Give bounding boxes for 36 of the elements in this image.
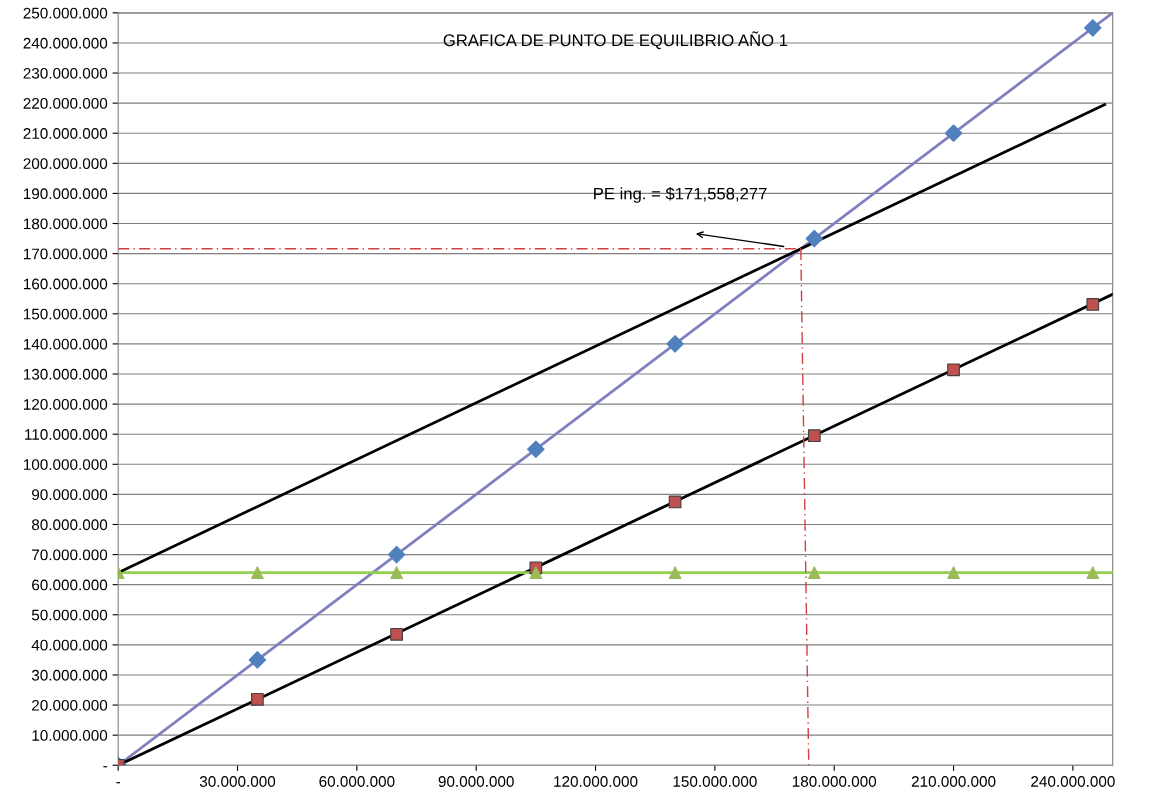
y-tick-label: 210.000.000: [23, 128, 108, 139]
y-tick-label: 160.000.000: [23, 278, 108, 290]
x-tick-label: 30.000.000: [199, 776, 276, 787]
x-tick-label: 240.000.000: [1031, 776, 1115, 787]
y-tick-label: 230.000.000: [23, 67, 108, 79]
y-tick-label: 80.000.000: [31, 519, 108, 531]
y-tick-label: 250.000.000: [23, 7, 108, 19]
x-tick-label: 60.000.000: [319, 776, 395, 787]
y-tick-label: 140.000.000: [23, 338, 108, 350]
x-tick-label: 150.000.000: [673, 776, 757, 787]
y-tick-label: 20.000.000: [32, 699, 108, 711]
x-tick-label: 210.000.000: [911, 776, 996, 787]
y-tick-label: 120.000.000: [23, 398, 108, 410]
y-tick-label: 60.000.000: [32, 579, 108, 591]
annotation: PE ing. = $171,558,277: [594, 187, 767, 203]
y-tick-label: 200.000.000: [23, 158, 108, 170]
x-tick-label: 180.000.000: [792, 776, 877, 787]
y-tick-label: 170.000.000: [23, 248, 108, 260]
text: GRAFICA DE PUNTO DE EQUILIBRIO AÑO 1: [443, 31, 788, 50]
y-tick-label: 180.000.000: [23, 218, 108, 230]
y-tick-label: 40.000.000: [31, 639, 108, 651]
y-tick-label: 70.000.000: [32, 549, 108, 561]
y-tick-label: 190.000.000: [23, 188, 108, 200]
y-tick-label: 130.000.000: [23, 368, 108, 380]
x-tick-label: 90.000.000: [438, 776, 514, 787]
y-tick-label: 220.000.000: [23, 98, 108, 109]
y-tick-label: 90.000.000: [32, 489, 108, 501]
y-tick-label: 110.000.000: [25, 429, 108, 440]
y-tick-label: 150.000.000: [23, 308, 108, 320]
y-tick-label: 240.000.000: [23, 37, 108, 49]
y-tick-label: -: [103, 766, 108, 768]
x-tick-label: 120.000.000: [554, 776, 638, 787]
y-tick-label: 10.000.000: [32, 730, 108, 741]
y-tick-label: 50.000.000: [31, 609, 108, 621]
y-tick-label: 30.000.000: [31, 669, 108, 681]
y-tick-label: 100.000.000: [23, 459, 108, 470]
